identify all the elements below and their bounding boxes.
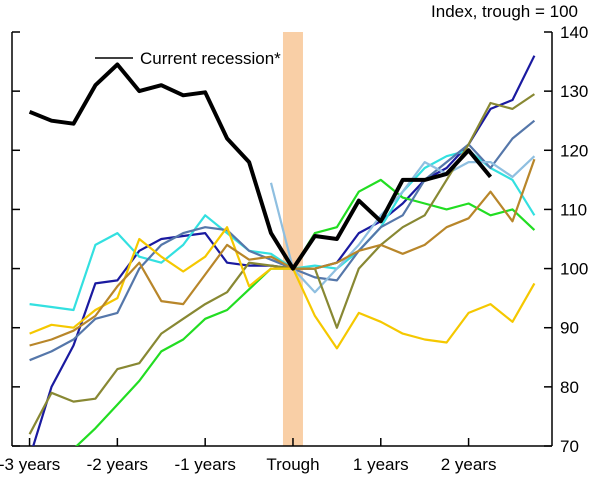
past-recession-line <box>28 93 536 435</box>
legend-label: Current recession* <box>140 49 281 68</box>
x-tick-label: 1 years <box>353 455 409 474</box>
trough-band <box>282 32 303 446</box>
x-tick-label: -2 years <box>87 455 148 474</box>
past-recession-line <box>29 119 536 362</box>
past-recession-line <box>29 158 536 347</box>
x-tick-label: Trough <box>266 455 319 474</box>
y-tick-label: 90 <box>560 319 579 338</box>
y-tick-label: 130 <box>560 82 588 101</box>
x-tick-label: 2 years <box>441 455 497 474</box>
y-tick-label: 110 <box>560 200 587 219</box>
x-tick-label: -1 years <box>174 455 235 474</box>
y-axis-title: Index, trough = 100 <box>431 2 578 21</box>
past-recession-line <box>29 149 536 312</box>
current-recession-line <box>28 62 493 271</box>
y-tick-label: 140 <box>560 23 588 42</box>
past-recession-line <box>32 55 536 446</box>
y-tick-label: 100 <box>560 260 588 279</box>
plot-area <box>28 55 536 446</box>
y-tick-label: 80 <box>560 378 579 397</box>
x-tick-label: -3 years <box>0 455 60 474</box>
y-tick-label: 70 <box>560 437 579 456</box>
past-recession-line <box>29 226 536 350</box>
past-recession-line <box>269 155 536 294</box>
y-tick-label: 120 <box>560 141 588 160</box>
